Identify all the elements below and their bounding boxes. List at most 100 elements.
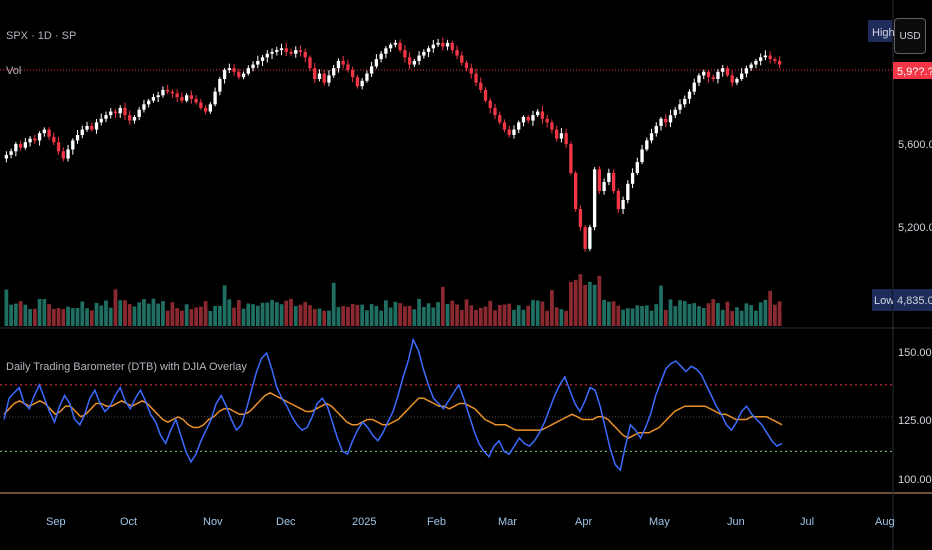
volume-bar [597,275,602,326]
candle-body [33,138,37,141]
candle-body [66,149,70,159]
candle-body [379,53,383,60]
volume-bars [4,274,782,326]
volume-bar [697,306,701,326]
indicator-tick: 100.00 [898,474,932,486]
volume-bar [384,300,388,326]
volume-legend[interactable]: Vol [6,65,21,77]
volume-bar [28,309,32,326]
time-tick: May [649,516,670,528]
high-badge-label: High [872,27,895,39]
candle-body [260,57,265,61]
volume-bar [284,300,289,326]
candle-body [384,48,388,54]
volume-bar [611,301,616,326]
volume-bar [293,306,298,326]
volume-bar [545,310,550,326]
symbol-legend[interactable]: SPX · 1D · SP [6,30,76,42]
volume-bar [265,302,270,326]
candle-body [355,77,360,87]
volume-bar [673,306,678,326]
volume-bar [464,299,469,326]
candle-body [702,71,706,76]
candle-body [692,82,696,92]
volume-bar [739,310,744,326]
volume-bar [398,303,402,326]
candle-body [588,227,592,249]
volume-bar [322,310,327,326]
candle-body [251,64,255,69]
volume-bar [758,302,763,326]
volume-bar [350,303,355,326]
volume-bar [535,300,540,326]
volume-bar [194,307,198,326]
candle-body [573,172,578,210]
djia-overlay-line [3,392,783,439]
candle-body [725,68,730,76]
indicator-title[interactable]: Daily Trading Barometer (DTB) with DJIA … [6,361,247,373]
candle-body [578,209,583,228]
candle-body [422,51,426,56]
volume-bar [156,303,161,326]
volume-bar [113,289,118,326]
volume-bar [336,307,341,326]
volume-bar [754,310,758,326]
volume-bar [232,307,236,326]
volume-bar [42,299,47,326]
candle-body [687,91,692,99]
candle-body [621,200,625,210]
indicator-tick: 150.00 [898,347,932,359]
candle-body [23,142,28,148]
volume-bar [436,302,440,326]
volume-bar [327,310,331,326]
candle-body [99,118,103,123]
volume-bar [521,309,526,326]
dtb-line [3,337,783,472]
volume-bar [222,285,227,326]
candle-body [308,57,312,69]
candle-body [94,122,99,130]
candle-body [222,69,227,80]
volume-bar [289,298,293,326]
candle-body [90,125,94,130]
volume-bar [308,305,312,326]
indicator-tick: 125.00 [898,415,932,427]
volume-bar [559,309,564,326]
candle-body [14,144,18,152]
volume-bar [151,298,156,326]
candle-body [592,169,597,228]
volume-bar [75,308,80,326]
candle-body [180,97,184,101]
candle-body [241,73,246,78]
volume-bar [161,301,165,326]
candle-body [412,60,417,65]
candle-body [184,95,189,101]
volume-bar [66,306,70,326]
volume-bar [692,303,697,326]
volume-bar [682,301,687,326]
candle-body [721,68,725,72]
volume-bar [217,305,222,326]
candle-body [659,118,663,126]
candle-body [4,154,9,159]
candle-body [360,80,364,87]
candle-body [517,122,521,130]
candle-body [246,68,250,74]
candle-body [18,144,23,148]
candle-body [123,107,127,116]
candle-body [37,133,42,141]
candle-body [777,60,782,65]
currency-button[interactable]: USD [894,18,926,54]
last-price-label: 5,9??.?? [897,66,932,78]
candle-body [744,68,749,74]
candle-body [80,129,84,136]
candle-body [132,116,137,121]
volume-bar [716,303,720,326]
candle-body [536,111,540,116]
candle-body [730,75,734,83]
volume-bar [407,305,412,326]
volume-bar [142,299,146,326]
volume-bar [711,299,716,326]
volume-bar [578,274,583,326]
